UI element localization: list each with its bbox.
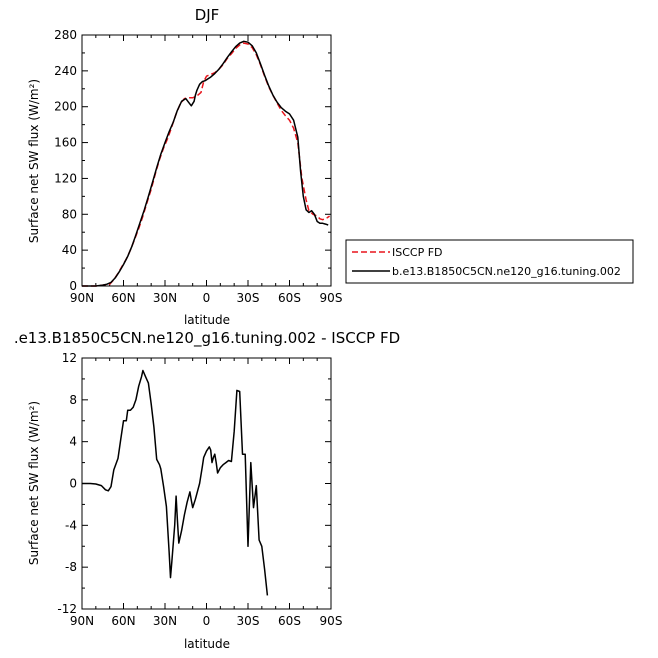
lower-chart-title: .e13.B1850C5CN.ne120_g16.tuning.002 - IS… (14, 329, 400, 348)
x-tick-label: 30N (153, 614, 177, 628)
upper-x-tick-labels: 90N 60N 30N 0 30S 60S 90S (70, 291, 343, 305)
series-line-model (82, 40, 329, 287)
upper-chart-title: DJF (195, 6, 220, 24)
y-tick-label: 4 (69, 435, 77, 449)
lower-chart: .e13.B1850C5CN.ne120_g16.tuning.002 - IS… (14, 329, 400, 651)
y-tick-label: 280 (54, 28, 77, 42)
y-tick-label: 80 (62, 207, 77, 221)
x-tick-label: 30N (153, 291, 177, 305)
upper-y-axis-label: Surface net SW flux (W/m²) (27, 79, 41, 243)
upper-y-tick-labels: 0 40 80 120 160 200 240 280 (54, 28, 77, 293)
x-tick-label: 60S (278, 614, 301, 628)
y-tick-label: 120 (54, 171, 77, 185)
y-tick-label: 40 (62, 243, 77, 257)
y-tick-label: 200 (54, 100, 77, 114)
lower-x-axis-label: latitude (184, 637, 230, 651)
y-tick-label: -8 (65, 560, 77, 574)
legend-box (345, 239, 634, 284)
legend-label-model: b.e13.B1850C5CN.ne120_g16.tuning.002 (392, 265, 621, 278)
lower-y-axis-label: Surface net SW flux (W/m²) (27, 401, 41, 565)
upper-plot-frame (81, 34, 332, 287)
x-tick-label: 90N (70, 614, 94, 628)
lower-x-tick-labels: 90N 60N 30N 0 30S 60S 90S (70, 614, 343, 628)
legend: ISCCP FD b.e13.B1850C5CN.ne120_g16.tunin… (345, 239, 634, 284)
upper-x-axis-label: latitude (184, 313, 230, 327)
upper-series-lines (82, 40, 331, 287)
x-tick-label: 60N (111, 291, 135, 305)
y-tick-label: 160 (54, 136, 77, 150)
x-tick-label: 0 (203, 291, 211, 305)
lower-tick-marks (81, 357, 332, 610)
x-tick-label: 60S (278, 291, 301, 305)
x-tick-label: 90S (320, 614, 343, 628)
upper-chart: DJF Surface net SW flux (W/m²) latitude … (27, 6, 342, 327)
x-tick-label: 30S (237, 614, 260, 628)
series-line-difference (82, 369, 269, 596)
y-tick-label: 240 (54, 64, 77, 78)
y-tick-label: 0 (69, 477, 77, 491)
x-tick-label: 60N (111, 614, 135, 628)
y-tick-label: 12 (62, 351, 77, 365)
legend-label-isccp: ISCCP FD (392, 246, 443, 259)
y-tick-label: -4 (65, 518, 77, 532)
y-tick-label: 0 (69, 279, 77, 293)
y-tick-label: -12 (57, 602, 77, 616)
x-tick-label: 0 (203, 614, 211, 628)
lower-plot-frame (81, 357, 332, 610)
upper-tick-marks (81, 34, 332, 287)
x-tick-label: 90S (320, 291, 343, 305)
lower-y-tick-labels: -12 -8 -4 0 4 8 12 (57, 351, 77, 616)
y-tick-label: 8 (69, 393, 77, 407)
lower-series-lines (82, 369, 269, 596)
x-tick-label: 30S (237, 291, 260, 305)
x-tick-label: 90N (70, 291, 94, 305)
